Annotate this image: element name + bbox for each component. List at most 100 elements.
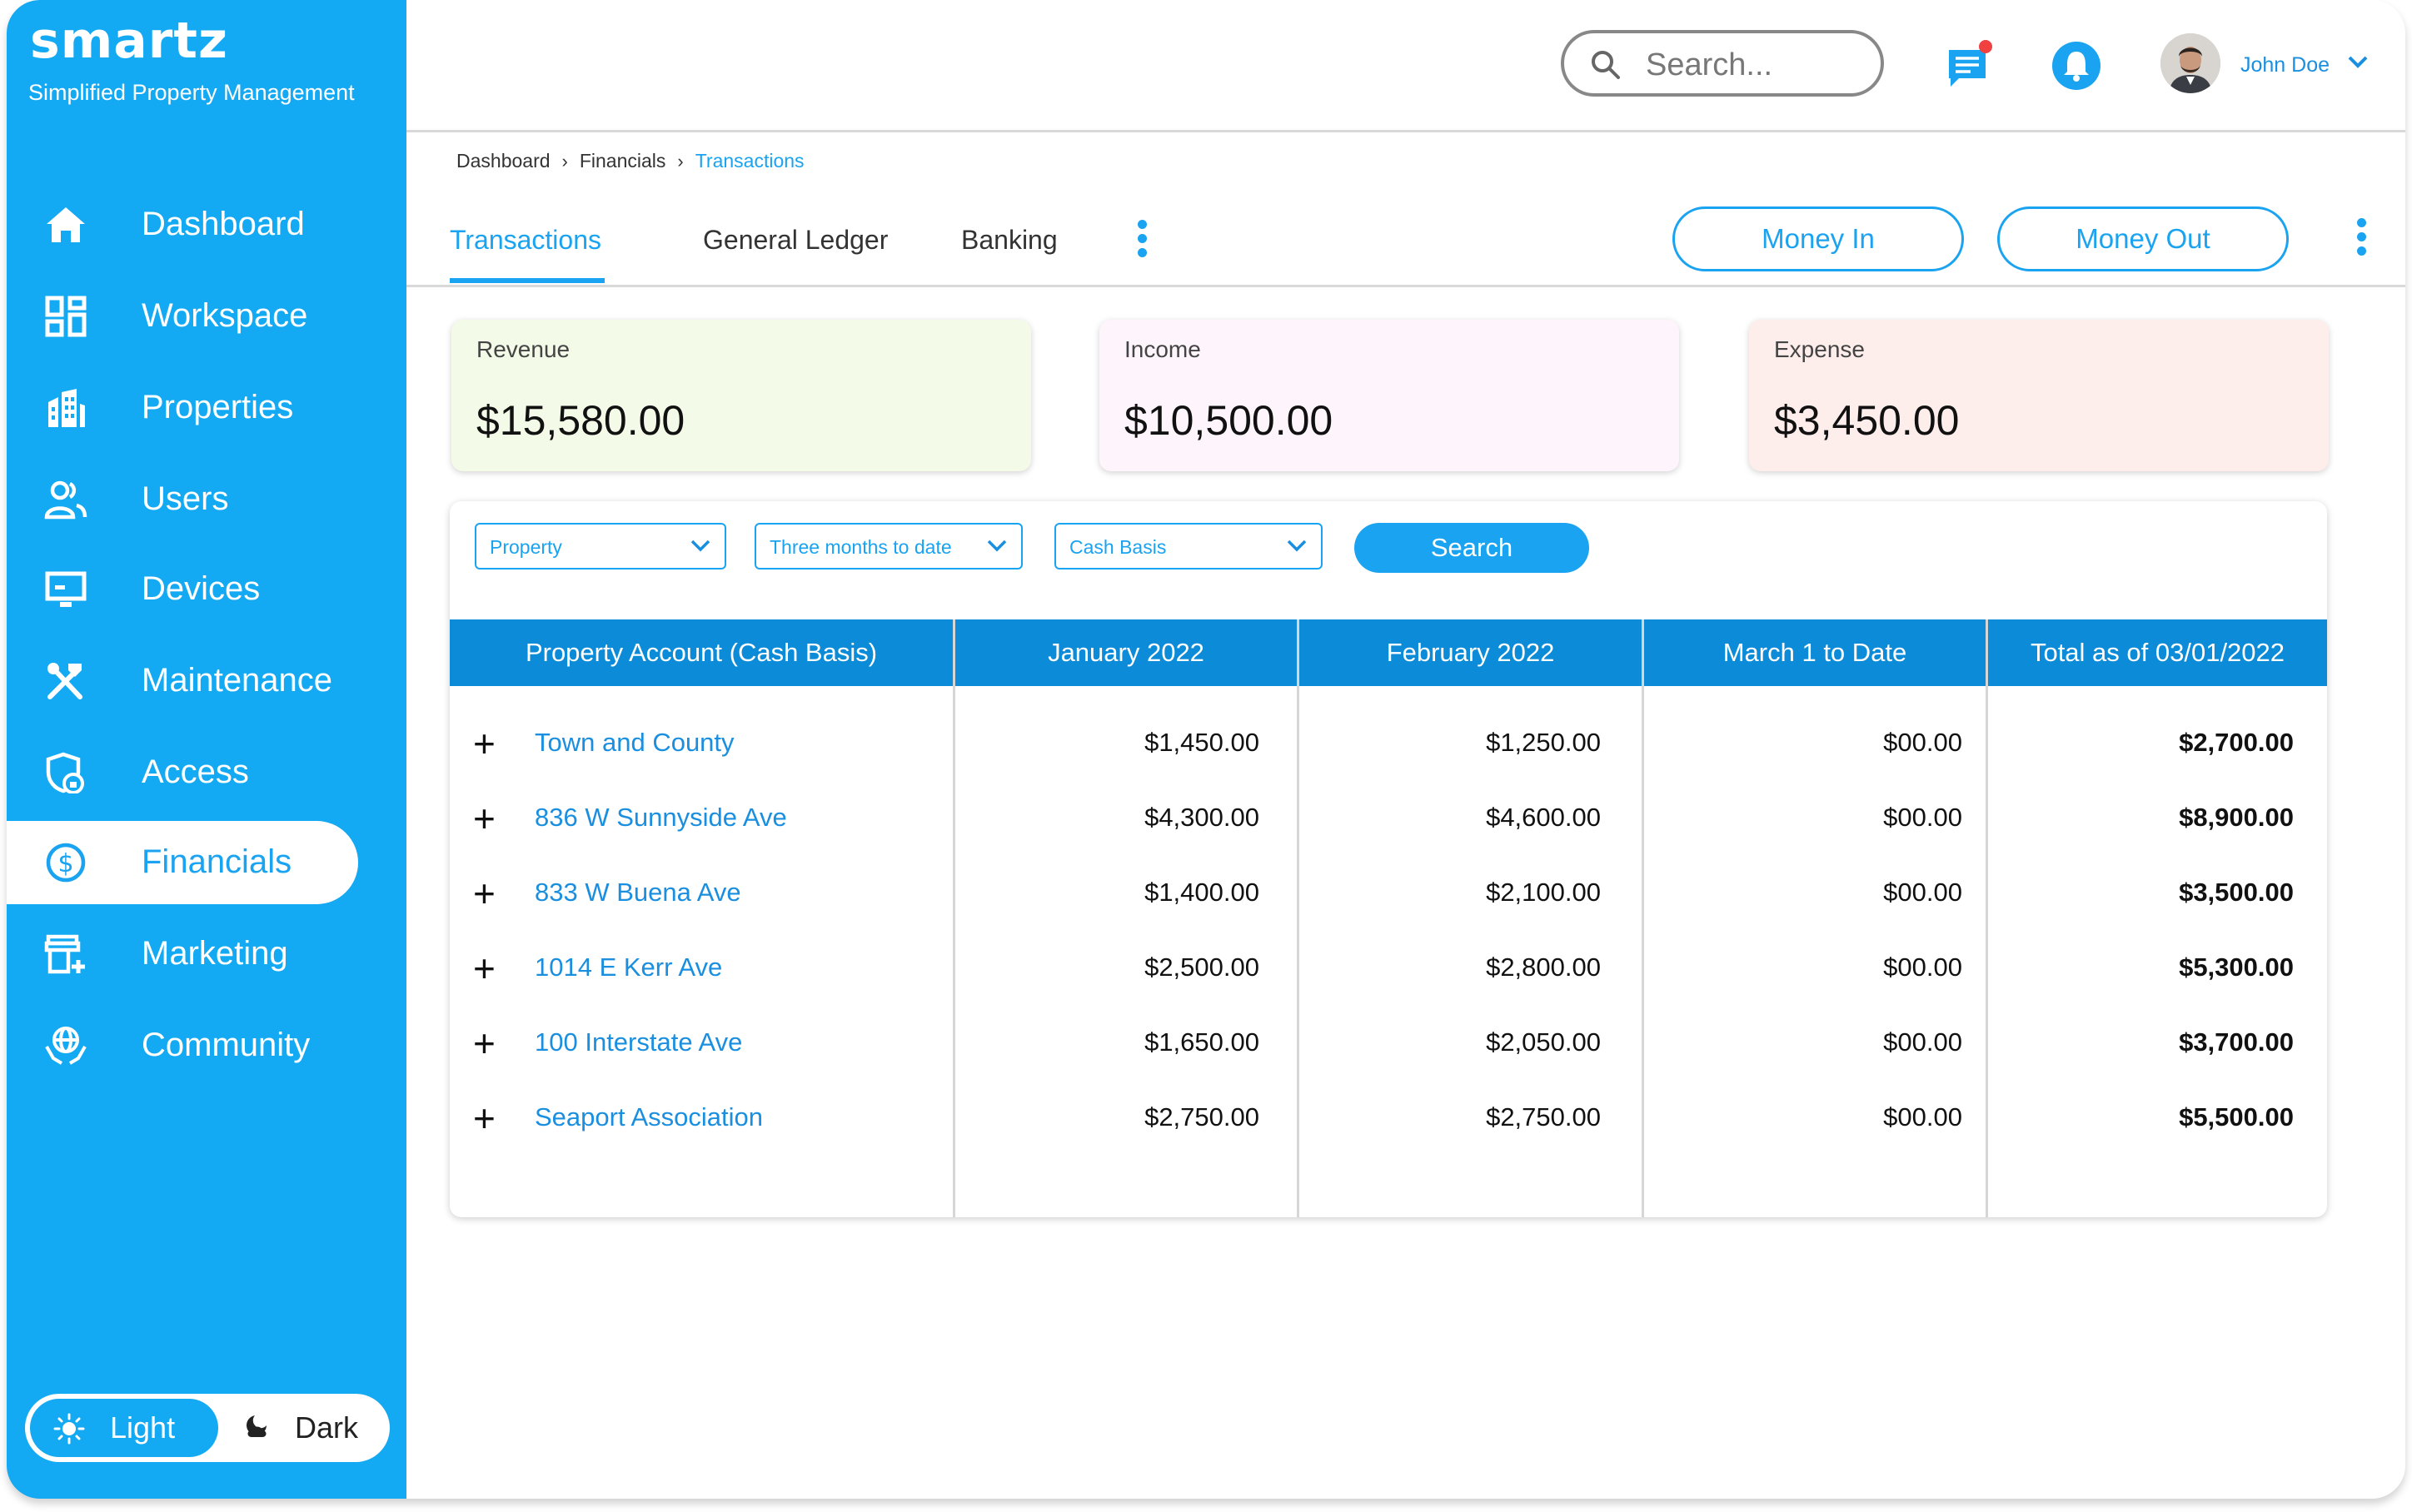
sidebar-item-label: Financials (142, 843, 292, 880)
money-out-button[interactable]: Money Out (1997, 206, 2289, 271)
cell-march: $00.00 (1883, 1102, 1962, 1132)
search-input[interactable] (1644, 43, 1872, 87)
breadcrumb: Dashboard › Financials › Transactions (456, 150, 805, 172)
table-row: + 833 W Buena Ave $1,400.00 $2,100.00 $0… (450, 856, 2327, 931)
search-button[interactable]: Search (1354, 523, 1589, 573)
basis-filter-value: Cash Basis (1069, 536, 1167, 558)
sidebar-item-label: Community (142, 1027, 311, 1063)
card-label: Expense (1774, 336, 1865, 362)
users-icon (43, 479, 88, 520)
sidebar-item-dashboard[interactable]: Dashboard (7, 183, 358, 266)
tab-transactions[interactable]: Transactions (450, 225, 601, 255)
globe-hands-icon (43, 1025, 88, 1067)
sidebar-item-access[interactable]: Access (7, 731, 358, 814)
property-link[interactable]: 836 W Sunnyside Ave (535, 803, 787, 832)
chevron-down-icon (690, 536, 711, 559)
property-link[interactable]: 833 W Buena Ave (535, 878, 741, 907)
avatar[interactable] (2160, 33, 2220, 93)
cell-total: $3,700.00 (2179, 1027, 2294, 1057)
messages-button[interactable] (1944, 40, 1996, 92)
cell-total: $5,300.00 (2179, 952, 2294, 982)
expand-plus-icon[interactable]: + (473, 947, 496, 990)
expand-plus-icon[interactable]: + (473, 1022, 496, 1065)
sidebar-item-label: Access (142, 754, 249, 790)
theme-light-option[interactable]: Light (30, 1399, 218, 1457)
search-box (1561, 30, 1884, 97)
brand-logo[interactable]: smartz (30, 12, 228, 70)
chevron-right-icon: › (677, 150, 684, 172)
sidebar-item-devices[interactable]: Devices (7, 548, 358, 631)
theme-light-label: Light (110, 1410, 176, 1445)
cell-february: $2,800.00 (1486, 952, 1601, 982)
bell-icon (2051, 42, 2102, 95)
property-link[interactable]: 1014 E Kerr Ave (535, 952, 723, 982)
app-window: smartz Simplified Property Management Da… (7, 0, 2405, 1499)
monitor-icon (43, 569, 88, 610)
breadcrumb-dashboard[interactable]: Dashboard (456, 150, 551, 172)
cell-january: $1,400.00 (1144, 878, 1259, 907)
sidebar-item-label: Maintenance (142, 662, 333, 699)
home-icon (43, 204, 88, 246)
notifications-button[interactable] (2051, 40, 2102, 92)
search-icon (1589, 48, 1622, 86)
column-header-property: Property Account (Cash Basis) (525, 638, 878, 667)
tabs-more-icon[interactable] (1136, 220, 1148, 263)
sidebar-item-marketing[interactable]: Marketing (7, 913, 358, 996)
page-more-icon[interactable] (2355, 218, 2367, 261)
chevron-down-icon[interactable] (2347, 55, 2369, 74)
column-header-march: March 1 to Date (1722, 638, 1907, 667)
table-row: + Seaport Association $2,750.00 $2,750.0… (450, 1081, 2327, 1156)
period-filter-value: Three months to date (770, 536, 952, 558)
sidebar-item-users[interactable]: Users (7, 458, 358, 541)
sidebar-item-workspace[interactable]: Workspace (7, 275, 358, 358)
active-tab-indicator (450, 278, 605, 283)
report-panel: Property Three months to date Cash Basis… (450, 501, 2327, 1217)
moon-cloud-icon (243, 1412, 277, 1450)
column-header-january: January 2022 (1048, 638, 1204, 667)
property-link[interactable]: Seaport Association (535, 1102, 764, 1132)
card-value: $15,580.00 (476, 397, 685, 444)
sidebar-item-label: Workspace (142, 297, 308, 334)
tab-general-ledger[interactable]: General Ledger (703, 225, 889, 255)
sidebar-item-label: Users (142, 480, 229, 517)
sun-icon (53, 1413, 85, 1452)
property-filter-value: Property (490, 536, 562, 558)
sidebar-item-maintenance[interactable]: Maintenance (7, 639, 358, 723)
chevron-down-icon (986, 536, 1008, 559)
cell-february: $4,600.00 (1486, 803, 1601, 832)
table-row: + 100 Interstate Ave $1,650.00 $2,050.00… (450, 1006, 2327, 1081)
table-row: + 836 W Sunnyside Ave $4,300.00 $4,600.0… (450, 781, 2327, 856)
period-filter[interactable]: Three months to date (755, 523, 1023, 569)
cell-february: $2,100.00 (1486, 878, 1601, 907)
basis-filter[interactable]: Cash Basis (1054, 523, 1323, 569)
breadcrumb-financials[interactable]: Financials (579, 150, 666, 172)
cell-january: $1,450.00 (1144, 728, 1259, 757)
card-label: Revenue (476, 336, 571, 362)
expand-plus-icon[interactable]: + (473, 872, 496, 915)
expand-plus-icon[interactable]: + (473, 722, 496, 765)
column-divider (1297, 619, 1299, 1217)
user-name[interactable]: John Doe (2240, 53, 2330, 77)
chevron-down-icon (1286, 536, 1308, 559)
expand-plus-icon[interactable]: + (473, 1097, 496, 1140)
expense-card: Expense $3,450.00 (1749, 320, 2329, 471)
sidebar-item-community[interactable]: Community (7, 1004, 358, 1087)
property-filter[interactable]: Property (475, 523, 726, 569)
sidebar-item-financials[interactable]: $ Financials (7, 821, 358, 904)
expand-plus-icon[interactable]: + (473, 797, 496, 840)
cell-january: $2,750.00 (1144, 1102, 1259, 1132)
svg-text:$: $ (57, 849, 73, 878)
property-link[interactable]: Town and County (535, 728, 735, 757)
sidebar-item-label: Dashboard (142, 206, 305, 242)
money-in-button[interactable]: Money In (1672, 206, 1964, 271)
card-value: $3,450.00 (1774, 397, 1960, 444)
cell-march: $00.00 (1883, 803, 1962, 832)
cell-march: $00.00 (1883, 728, 1962, 757)
cell-january: $1,650.00 (1144, 1027, 1259, 1057)
tab-banking[interactable]: Banking (961, 225, 1058, 255)
cell-total: $5,500.00 (2179, 1102, 2294, 1132)
dollar-circle-icon: $ (43, 842, 88, 883)
property-link[interactable]: 100 Interstate Ave (535, 1027, 743, 1057)
sidebar-item-label: Properties (142, 389, 294, 425)
sidebar-item-properties[interactable]: Properties (7, 366, 358, 450)
